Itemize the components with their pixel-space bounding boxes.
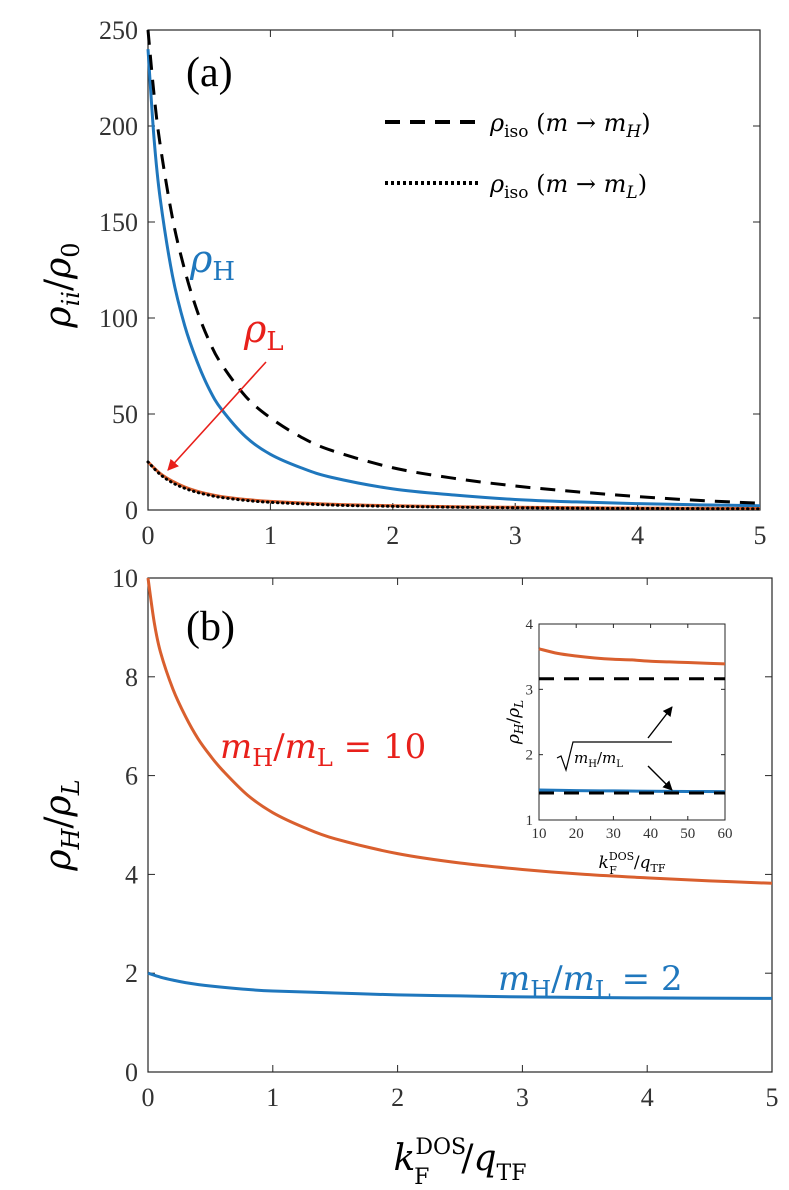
panel-a-x-tick-label: 5: [754, 521, 767, 550]
panel-b-x-tick-label: 0: [142, 1083, 155, 1112]
panel-a-x-tick-label: 4: [631, 521, 644, 550]
inset-y-tick-label: 4: [526, 617, 534, 633]
panel-a-y-tick-label: 0: [125, 496, 138, 525]
annotation-mass-ratio-2: mH/mL = 2: [498, 959, 683, 1004]
inset-x-tick-label: 40: [643, 826, 658, 842]
panel-a-y-tick-label: 250: [99, 16, 138, 45]
inset-x-label: kDOS F/qTF: [599, 850, 666, 877]
panel-b-x-tick-label: 1: [266, 1083, 279, 1112]
inset-y-label: ρH/ρL: [504, 700, 526, 745]
panel-a-frame: [147, 29, 761, 511]
panel-b-y-tick-label: 4: [125, 860, 138, 889]
panel-a: 0 50 100 150 200 250 0 1 2 3 4 5 (a) ρii/ρ0 ρiso (…: [38, 16, 767, 550]
panel-b-y-label: ρH/ρL: [38, 779, 85, 871]
annotation-rho-h: ρH: [189, 237, 235, 287]
panel-a-y-tick-label: 200: [99, 112, 138, 141]
legend-entry-iso-ml: ρiso (m → mL): [489, 170, 647, 203]
inset-y-tick-label: 2: [526, 748, 534, 764]
panel-b-y-tick-label: 6: [125, 762, 138, 791]
inset: 1 2 3 4 10 20 30 40 50 60 ρH/ρL kDOS F/qTF mH/mL: [494, 596, 733, 877]
panel-a-y-label: ρii/ρ0: [38, 242, 85, 328]
panel-b-series-m-h-m-l-10: [146, 577, 773, 885]
inset-x-tick-label: 30: [606, 826, 621, 842]
panel-b-x-tick-label: 2: [391, 1083, 404, 1112]
panel-b-x-label: kDOS F/qTF: [394, 1135, 527, 1190]
inset-x-tick-label: 10: [532, 826, 547, 842]
inset-y-tick-label: 3: [526, 682, 534, 698]
panel-a-y-tick-label: 150: [99, 208, 138, 237]
inset-series-m-h-m-l-10: [538, 647, 726, 666]
inset-y-tick-label: 1: [526, 813, 534, 829]
inset-frame: [538, 623, 726, 821]
panel-b-series-m-h-m-l-2: [147, 971, 773, 1000]
annotation-mass-ratio-10: mH/mL = 10: [220, 727, 426, 772]
panel-b-y-tick-label: 10: [112, 564, 138, 593]
panel-b-frame: [147, 577, 773, 1073]
svg-text:mH/mL: mH/mL: [574, 749, 623, 770]
panel-b-x-tick-label: 4: [641, 1083, 654, 1112]
panel-b-y-tick-label: 8: [125, 663, 138, 692]
panel-a-x-tick-label: 2: [386, 521, 399, 550]
inset-x-tick-label: 50: [680, 826, 695, 842]
panel-b-x-tick-label: 5: [766, 1083, 779, 1112]
inset-sqrt-annotation: mH/mL: [556, 706, 673, 791]
panel-a-series-iso-m-m-l: [146, 460, 762, 511]
panel-a-x-tick-label: 3: [509, 521, 522, 550]
panel-a-x-tick-label: 1: [264, 521, 277, 550]
annotation-rho-l: ρL: [243, 307, 284, 357]
panel-a-series-iso-m-m-h: [146, 29, 761, 505]
panel-a-y-tick-label: 50: [112, 400, 138, 429]
panel-a-x-tick-label: 0: [142, 521, 155, 550]
panel-b-label: (b): [186, 604, 235, 650]
inset-series-m-h-m-l-2: [538, 788, 726, 794]
panel-b-x-tick-label: 3: [516, 1083, 529, 1112]
panel-a-legend: ρiso (m → mH) ρiso (m → mL): [385, 109, 651, 203]
panel-a-y-tick-label: 100: [99, 304, 138, 333]
inset-x-tick-label: 60: [718, 826, 733, 842]
annotation-rho-l-arrow: [167, 361, 267, 471]
panel-b-y-tick-label: 0: [125, 1058, 138, 1087]
panel-b-y-tick-label: 2: [125, 959, 138, 988]
legend-entry-iso-mh: ρiso (m → mH): [489, 109, 651, 142]
panel-a-label: (a): [186, 50, 233, 96]
panel-a-series-h: [146, 49, 761, 508]
inset-x-tick-label: 20: [569, 826, 584, 842]
panel-b: 0 2 4 6 8 10 0 1 2 3 4 5 (b) ρH/ρL kDOS F/qTF mH/mL…: [38, 564, 779, 1190]
panel-a-series-l: [146, 460, 761, 510]
